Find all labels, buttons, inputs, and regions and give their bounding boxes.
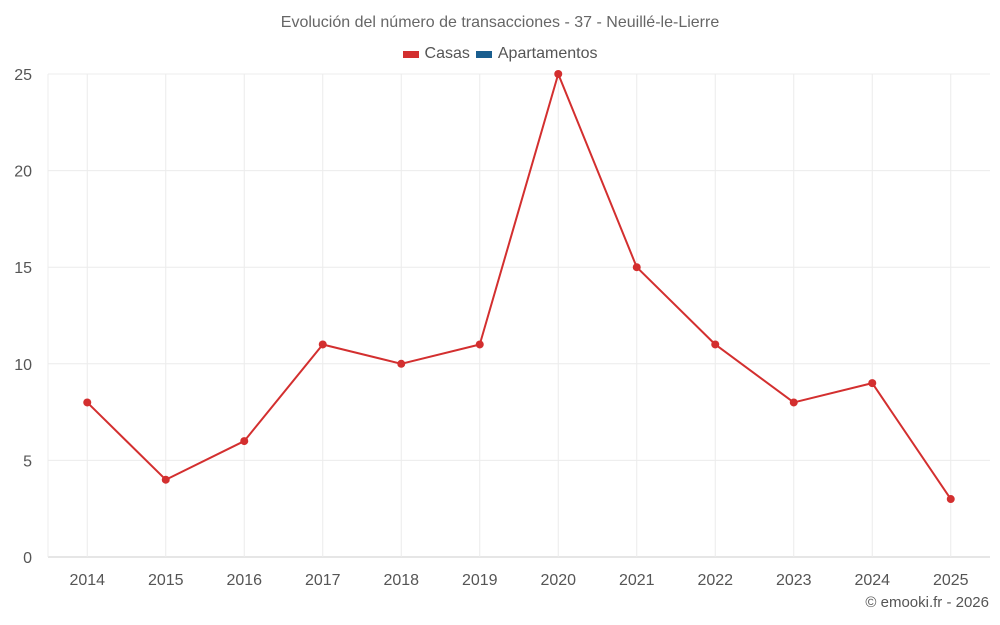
legend-label-casas: Casas — [424, 45, 470, 62]
legend-label-apartamentos: Apartamentos — [497, 45, 598, 62]
x-tick-label: 2019 — [462, 572, 498, 589]
x-tick-label: 2025 — [933, 572, 969, 589]
y-tick-label: 15 — [14, 260, 32, 277]
data-point-casas — [632, 263, 641, 272]
data-point-casas — [711, 340, 720, 349]
data-point-casas — [946, 495, 955, 504]
x-tick-label: 2023 — [776, 572, 812, 589]
x-tick-label: 2014 — [69, 572, 105, 589]
x-tick-label: 2022 — [697, 572, 733, 589]
data-point-casas — [789, 398, 798, 407]
data-point-casas — [240, 437, 249, 446]
y-tick-label: 0 — [23, 550, 32, 567]
data-point-casas — [318, 340, 327, 349]
x-tick-label: 2018 — [383, 572, 419, 589]
legend: Casas Apartamentos — [0, 45, 1000, 63]
legend-swatch-casas — [402, 50, 419, 58]
legend-item-apartamentos[interactable]: Apartamentos — [475, 45, 598, 63]
y-tick-label: 5 — [23, 453, 32, 470]
credit-text: © emooki.fr - 2026 — [865, 594, 989, 611]
data-point-casas — [161, 475, 170, 484]
x-tick-label: 2017 — [305, 572, 341, 589]
data-point-casas — [554, 70, 563, 78]
chart-title: Evolución del número de transacciones - … — [280, 14, 720, 31]
legend-item-casas[interactable]: Casas — [402, 45, 470, 63]
data-point-casas — [83, 398, 92, 407]
x-tick-label: 2015 — [148, 572, 184, 589]
x-tick-label: 2021 — [619, 572, 655, 589]
series-line-casas — [86, 73, 952, 500]
y-tick-label: 10 — [14, 357, 32, 374]
x-tick-label: 2020 — [540, 572, 576, 589]
y-tick-label: 25 — [14, 67, 32, 84]
data-point-casas — [868, 379, 877, 388]
y-tick-label: 20 — [14, 164, 32, 181]
x-tick-label: 2016 — [226, 572, 262, 589]
data-point-casas — [397, 359, 406, 368]
legend-swatch-apartamentos — [475, 50, 492, 58]
x-tick-label: 2024 — [854, 572, 890, 589]
data-point-casas — [475, 340, 484, 349]
